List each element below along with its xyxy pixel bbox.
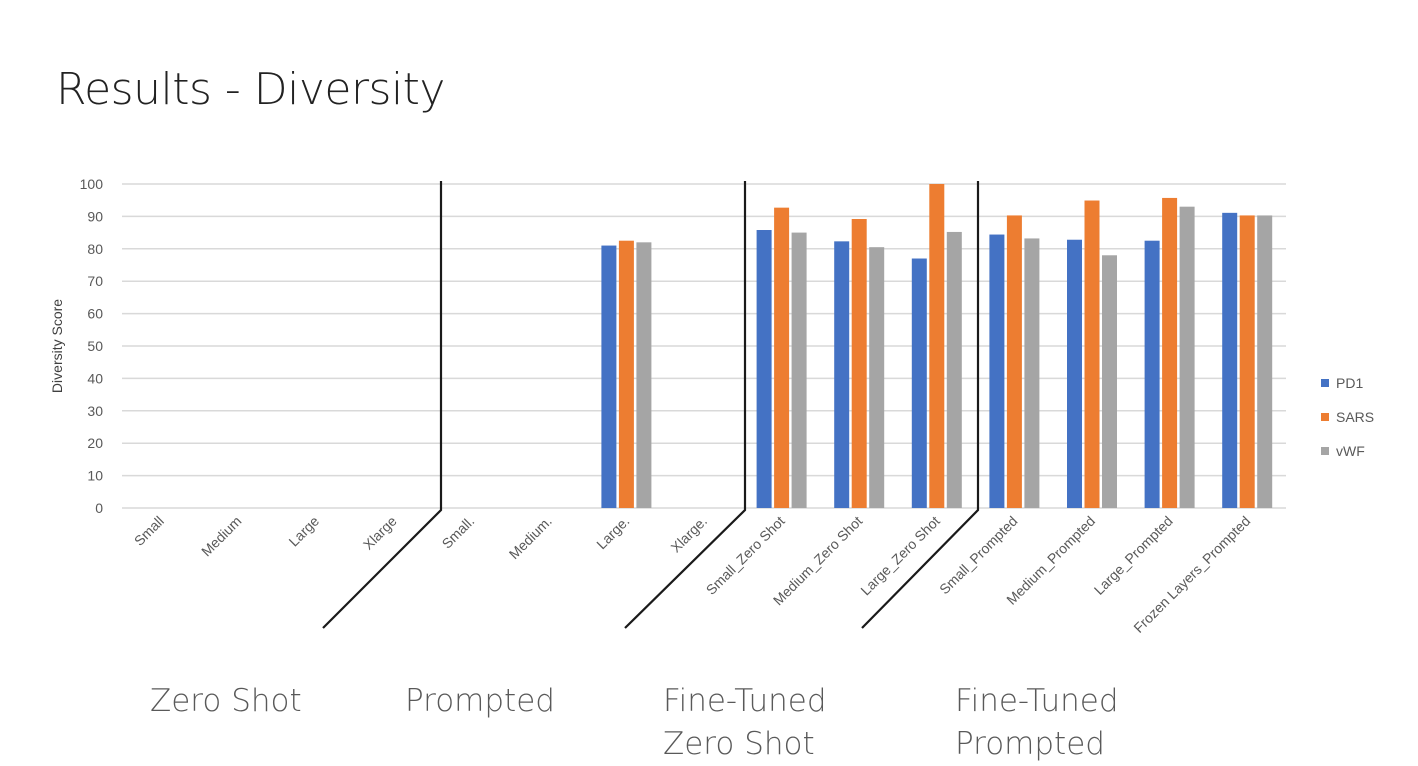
bar-pd1 (1222, 212, 1238, 508)
y-tick-label: 10 (87, 468, 103, 484)
bar-sars (618, 240, 634, 508)
bar-sars (774, 207, 790, 509)
x-tick-label: Small_Prompted (936, 513, 1020, 597)
x-tick-label: Medium. (506, 513, 555, 562)
y-tick-label: 20 (87, 435, 103, 451)
y-tick-label: 30 (87, 403, 103, 419)
bar-vwf (1024, 238, 1040, 508)
x-tick-label: Large (285, 513, 322, 550)
group-label-prompted: Prompted (405, 683, 555, 719)
bar-vwf (791, 232, 807, 508)
bar-pd1 (1144, 240, 1160, 508)
group-divider (861, 181, 980, 629)
bar-pd1 (601, 245, 617, 508)
legend-label: PD1 (1336, 375, 1363, 391)
bar-sars (1162, 197, 1178, 508)
bar-pd1 (1067, 239, 1082, 508)
bar-sars (1006, 215, 1022, 509)
x-tick-label: Medium (198, 513, 245, 560)
legend-swatch-sars (1321, 413, 1329, 421)
y-tick-label: 40 (87, 370, 103, 386)
legend-swatch-vwf (1321, 447, 1329, 455)
bar-vwf (1257, 215, 1273, 509)
y-tick-label: 50 (87, 338, 103, 354)
group-label-fine-tuned-prompted: Fine-Tuned Prompted (955, 683, 1119, 762)
x-tick-label: Large. (593, 513, 632, 552)
group-divider (624, 181, 747, 629)
y-tick-label: 90 (87, 208, 103, 224)
bar-sars (1239, 215, 1255, 509)
bar-pd1 (834, 241, 850, 508)
y-tick-label: 60 (87, 306, 103, 322)
bar-pd1 (911, 258, 927, 508)
bar-vwf (869, 247, 885, 508)
legend-label: vWF (1336, 443, 1365, 459)
y-tick-label: 0 (95, 500, 103, 516)
x-tick-label: Small. (438, 513, 477, 552)
bar-sars (851, 218, 867, 508)
bar-sars (1084, 200, 1100, 509)
y-tick-label: 70 (87, 273, 103, 289)
x-tick-label: Small_Zero Shot (703, 513, 788, 598)
x-tick-label: Large_Prompted (1091, 513, 1176, 598)
bar-vwf (1102, 255, 1117, 508)
page-title: Results - Diversity (56, 64, 445, 115)
bar-pd1 (756, 230, 772, 508)
x-tick-label: Small (131, 513, 167, 549)
legend-label: SARS (1336, 409, 1374, 425)
x-tick-label: Large_Zero Shot (857, 513, 943, 599)
group-label-fine-tuned-zero-shot: Fine-Tuned Zero Shot (663, 683, 827, 762)
bar-vwf (1179, 206, 1195, 508)
bar-vwf (946, 231, 962, 508)
bar-pd1 (989, 234, 1005, 508)
y-tick-label: 80 (87, 241, 103, 257)
x-tick-label: Xlarge (360, 513, 400, 553)
bar-sars (929, 184, 945, 508)
bar-vwf (636, 242, 652, 508)
legend-swatch-pd1 (1321, 379, 1329, 387)
group-divider (322, 181, 443, 629)
y-axis-label: Diversity Score (49, 299, 65, 393)
y-tick-label: 100 (80, 176, 104, 192)
group-label-zero-shot: Zero Shot (150, 683, 302, 719)
